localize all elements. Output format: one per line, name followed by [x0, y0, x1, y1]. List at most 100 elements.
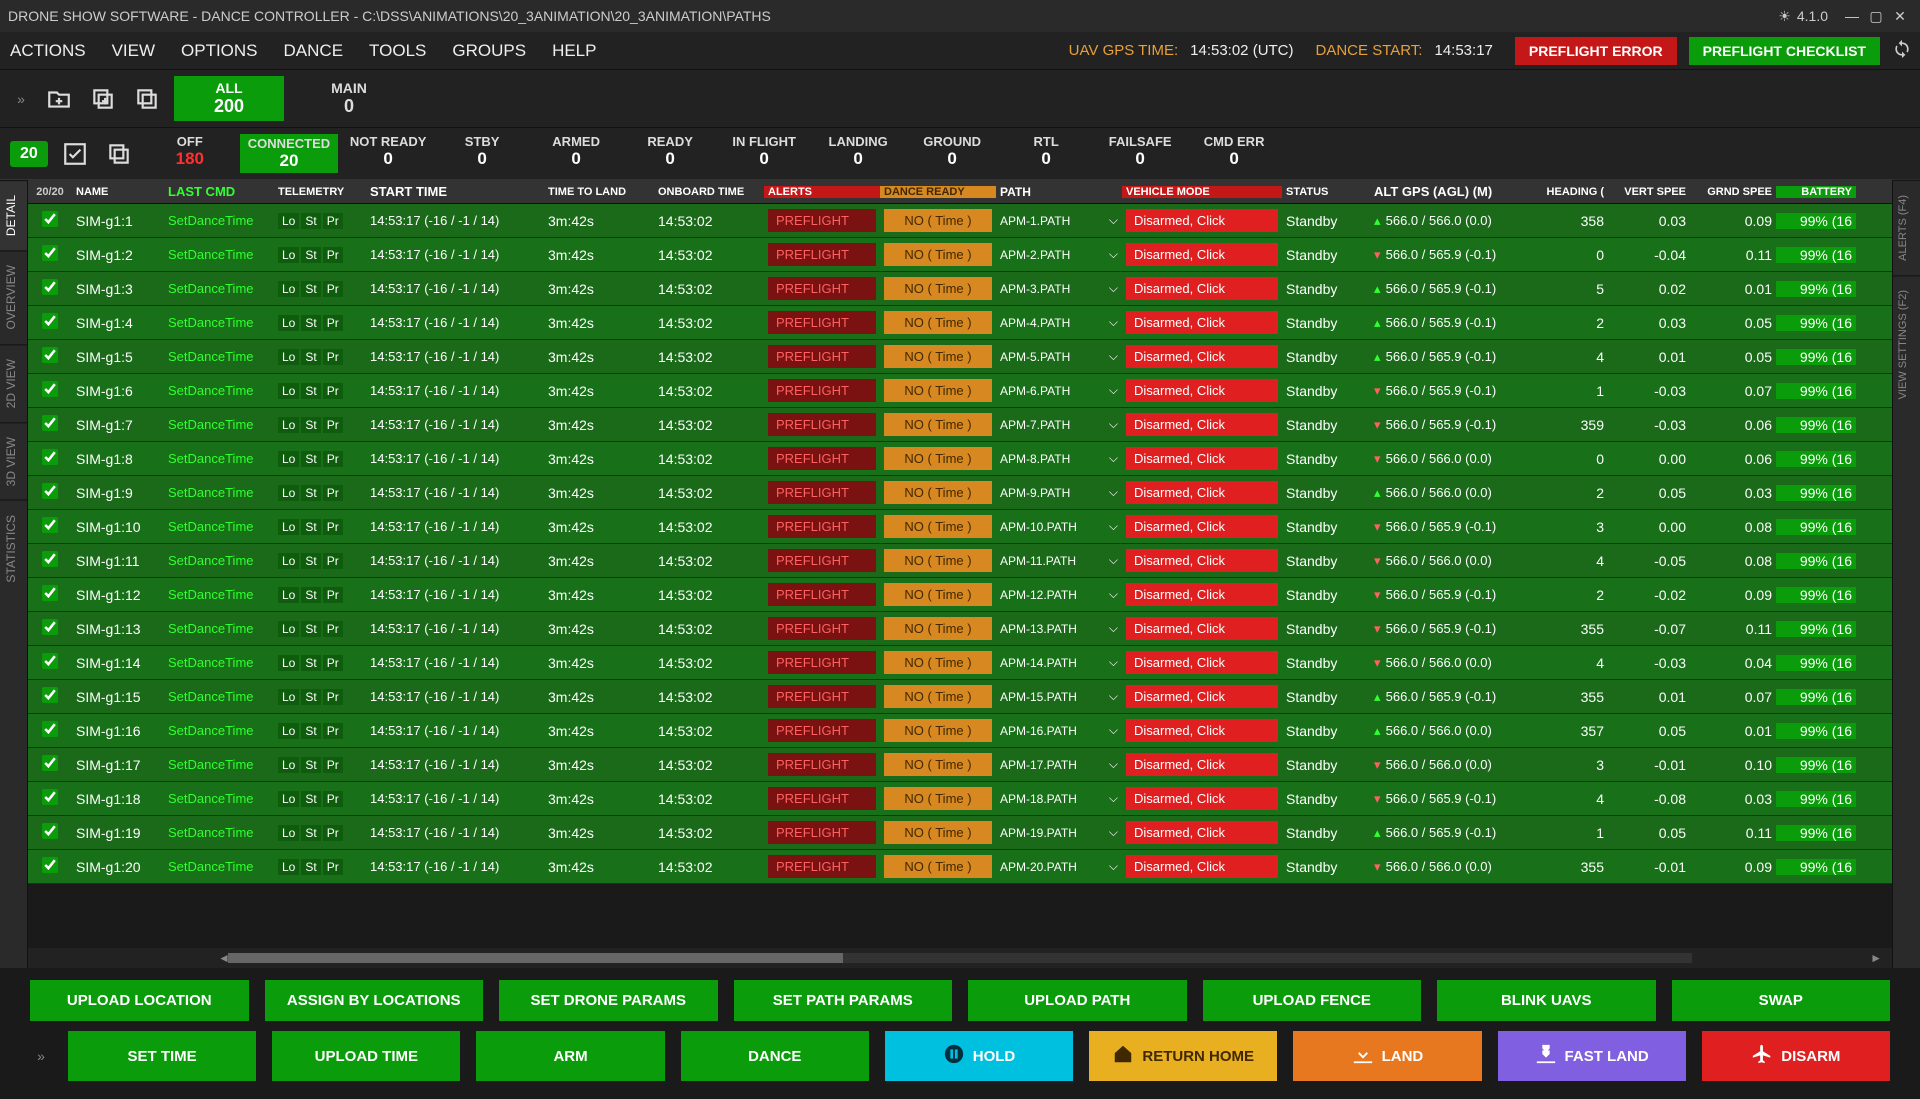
table-row[interactable]: SIM-g1:9SetDanceTimeLoStPr14:53:17 (-16 … [28, 476, 1892, 510]
row-vehicle-mode[interactable]: Disarmed, Click [1122, 685, 1282, 708]
stat-connected[interactable]: CONNECTED20 [240, 134, 338, 173]
row-path[interactable]: APM-15.PATH⌵ [996, 689, 1122, 704]
col-header[interactable]: 20/20 [28, 186, 72, 198]
row-vehicle-mode[interactable]: Disarmed, Click [1122, 413, 1282, 436]
copy-icon[interactable] [130, 82, 164, 116]
chevron-down-icon[interactable]: ⌵ [1109, 587, 1118, 602]
row-checkbox[interactable] [42, 415, 58, 431]
copy-plus-icon[interactable] [86, 82, 120, 116]
col-header[interactable]: VERT SPEE [1608, 186, 1690, 198]
row-path[interactable]: APM-5.PATH⌵ [996, 349, 1122, 364]
row-checkbox[interactable] [42, 313, 58, 329]
row-checkbox[interactable] [42, 687, 58, 703]
chevron-down-icon[interactable]: ⌵ [1109, 621, 1118, 636]
disarm-button[interactable]: DISARM [1702, 1031, 1890, 1081]
stat-main[interactable]: MAIN 0 [294, 76, 404, 121]
table-row[interactable]: SIM-g1:5SetDanceTimeLoStPr14:53:17 (-16 … [28, 340, 1892, 374]
table-row[interactable]: SIM-g1:8SetDanceTimeLoStPr14:53:17 (-16 … [28, 442, 1892, 476]
row-vehicle-mode[interactable]: Disarmed, Click [1122, 209, 1282, 232]
col-header[interactable]: LAST CMD [164, 184, 274, 199]
scroll-right-icon[interactable]: ► [1870, 951, 1882, 965]
row-vehicle-mode[interactable]: Disarmed, Click [1122, 515, 1282, 538]
row-vehicle-mode[interactable]: Disarmed, Click [1122, 345, 1282, 368]
menu-options[interactable]: OPTIONS [179, 37, 260, 65]
row-vehicle-mode[interactable]: Disarmed, Click [1122, 447, 1282, 470]
row-checkbox[interactable] [42, 279, 58, 295]
stat-landing[interactable]: LANDING0 [814, 134, 902, 173]
row-vehicle-mode[interactable]: Disarmed, Click [1122, 787, 1282, 810]
stat-not-ready[interactable]: NOT READY0 [344, 134, 432, 173]
row-checkbox[interactable] [42, 347, 58, 363]
tab-statistics[interactable]: STATISTICS [0, 500, 27, 597]
row-checkbox[interactable] [42, 619, 58, 635]
row-checkbox[interactable] [42, 517, 58, 533]
table-row[interactable]: SIM-g1:10SetDanceTimeLoStPr14:53:17 (-16… [28, 510, 1892, 544]
row-vehicle-mode[interactable]: Disarmed, Click [1122, 651, 1282, 674]
row-vehicle-mode[interactable]: Disarmed, Click [1122, 617, 1282, 640]
brightness-icon[interactable]: ☀ [1778, 8, 1791, 25]
table-row[interactable]: SIM-g1:11SetDanceTimeLoStPr14:53:17 (-16… [28, 544, 1892, 578]
row-checkbox[interactable] [42, 585, 58, 601]
table-row[interactable]: SIM-g1:17SetDanceTimeLoStPr14:53:17 (-16… [28, 748, 1892, 782]
table-row[interactable]: SIM-g1:13SetDanceTimeLoStPr14:53:17 (-16… [28, 612, 1892, 646]
upload-time-button[interactable]: UPLOAD TIME [272, 1031, 460, 1081]
col-header[interactable]: ALERTS [764, 186, 880, 198]
chevron-down-icon[interactable]: ⌵ [1109, 485, 1118, 500]
col-header[interactable]: NAME [72, 186, 164, 198]
swap-button[interactable]: SWAP [1672, 980, 1891, 1021]
tab-alerts-f4-[interactable]: ALERTS (F4) [1893, 180, 1920, 275]
close-icon[interactable]: ✕ [1888, 8, 1912, 25]
col-header[interactable]: STATUS [1282, 186, 1370, 198]
col-header[interactable]: START TIME [366, 184, 544, 199]
row-path[interactable]: APM-1.PATH⌵ [996, 213, 1122, 228]
row-checkbox[interactable] [42, 381, 58, 397]
expand-top-icon[interactable]: » [10, 91, 32, 107]
chevron-down-icon[interactable]: ⌵ [1109, 519, 1118, 534]
table-row[interactable]: SIM-g1:16SetDanceTimeLoStPr14:53:17 (-16… [28, 714, 1892, 748]
preflight-checklist-button[interactable]: PREFLIGHT CHECKLIST [1689, 37, 1880, 65]
col-header[interactable]: VEHICLE MODE [1122, 186, 1282, 198]
chevron-down-icon[interactable]: ⌵ [1109, 825, 1118, 840]
row-path[interactable]: APM-3.PATH⌵ [996, 281, 1122, 296]
maximize-icon[interactable]: ▢ [1864, 8, 1888, 25]
row-vehicle-mode[interactable]: Disarmed, Click [1122, 753, 1282, 776]
stat-all[interactable]: ALL 200 [174, 76, 284, 121]
chevron-down-icon[interactable]: ⌵ [1109, 757, 1118, 772]
return-home-button[interactable]: RETURN HOME [1089, 1031, 1277, 1081]
count-badge[interactable]: 20 [10, 141, 48, 167]
row-checkbox[interactable] [42, 245, 58, 261]
tab-view-settings-f2-[interactable]: VIEW SETTINGS (F2) [1893, 275, 1920, 413]
col-header[interactable]: ALT GPS (AGL) (M) [1370, 184, 1530, 199]
stat-in-flight[interactable]: IN FLIGHT0 [720, 134, 808, 173]
chevron-down-icon[interactable]: ⌵ [1109, 655, 1118, 670]
assign-by-locations-button[interactable]: ASSIGN BY LOCATIONS [265, 980, 484, 1021]
tab-overview[interactable]: OVERVIEW [0, 250, 27, 343]
stat-ground[interactable]: GROUND0 [908, 134, 996, 173]
row-path[interactable]: APM-9.PATH⌵ [996, 485, 1122, 500]
expand-footer-icon[interactable]: » [30, 1048, 52, 1064]
row-checkbox[interactable] [42, 789, 58, 805]
scrollbar-thumb[interactable] [228, 953, 843, 963]
chevron-down-icon[interactable]: ⌵ [1109, 383, 1118, 398]
row-vehicle-mode[interactable]: Disarmed, Click [1122, 243, 1282, 266]
chevron-down-icon[interactable]: ⌵ [1109, 349, 1118, 364]
table-row[interactable]: SIM-g1:4SetDanceTimeLoStPr14:53:17 (-16 … [28, 306, 1892, 340]
col-header[interactable]: BATTERY [1776, 186, 1856, 198]
fast-land-button[interactable]: FAST LAND [1498, 1031, 1686, 1081]
deselect-icon[interactable] [102, 137, 136, 171]
row-path[interactable]: APM-20.PATH⌵ [996, 859, 1122, 874]
stat-off[interactable]: OFF180 [146, 134, 234, 173]
menu-dance[interactable]: DANCE [282, 37, 346, 65]
table-row[interactable]: SIM-g1:20SetDanceTimeLoStPr14:53:17 (-16… [28, 850, 1892, 884]
row-checkbox[interactable] [42, 755, 58, 771]
row-path[interactable]: APM-18.PATH⌵ [996, 791, 1122, 806]
set-drone-params-button[interactable]: SET DRONE PARAMS [499, 980, 718, 1021]
select-all-icon[interactable] [58, 137, 92, 171]
col-header[interactable]: GRND SPEE [1690, 186, 1776, 198]
refresh-icon[interactable] [1892, 39, 1912, 62]
stat-ready[interactable]: READY0 [626, 134, 714, 173]
chevron-down-icon[interactable]: ⌵ [1109, 859, 1118, 874]
chevron-down-icon[interactable]: ⌵ [1109, 791, 1118, 806]
chevron-down-icon[interactable]: ⌵ [1109, 723, 1118, 738]
menu-view[interactable]: VIEW [110, 37, 157, 65]
